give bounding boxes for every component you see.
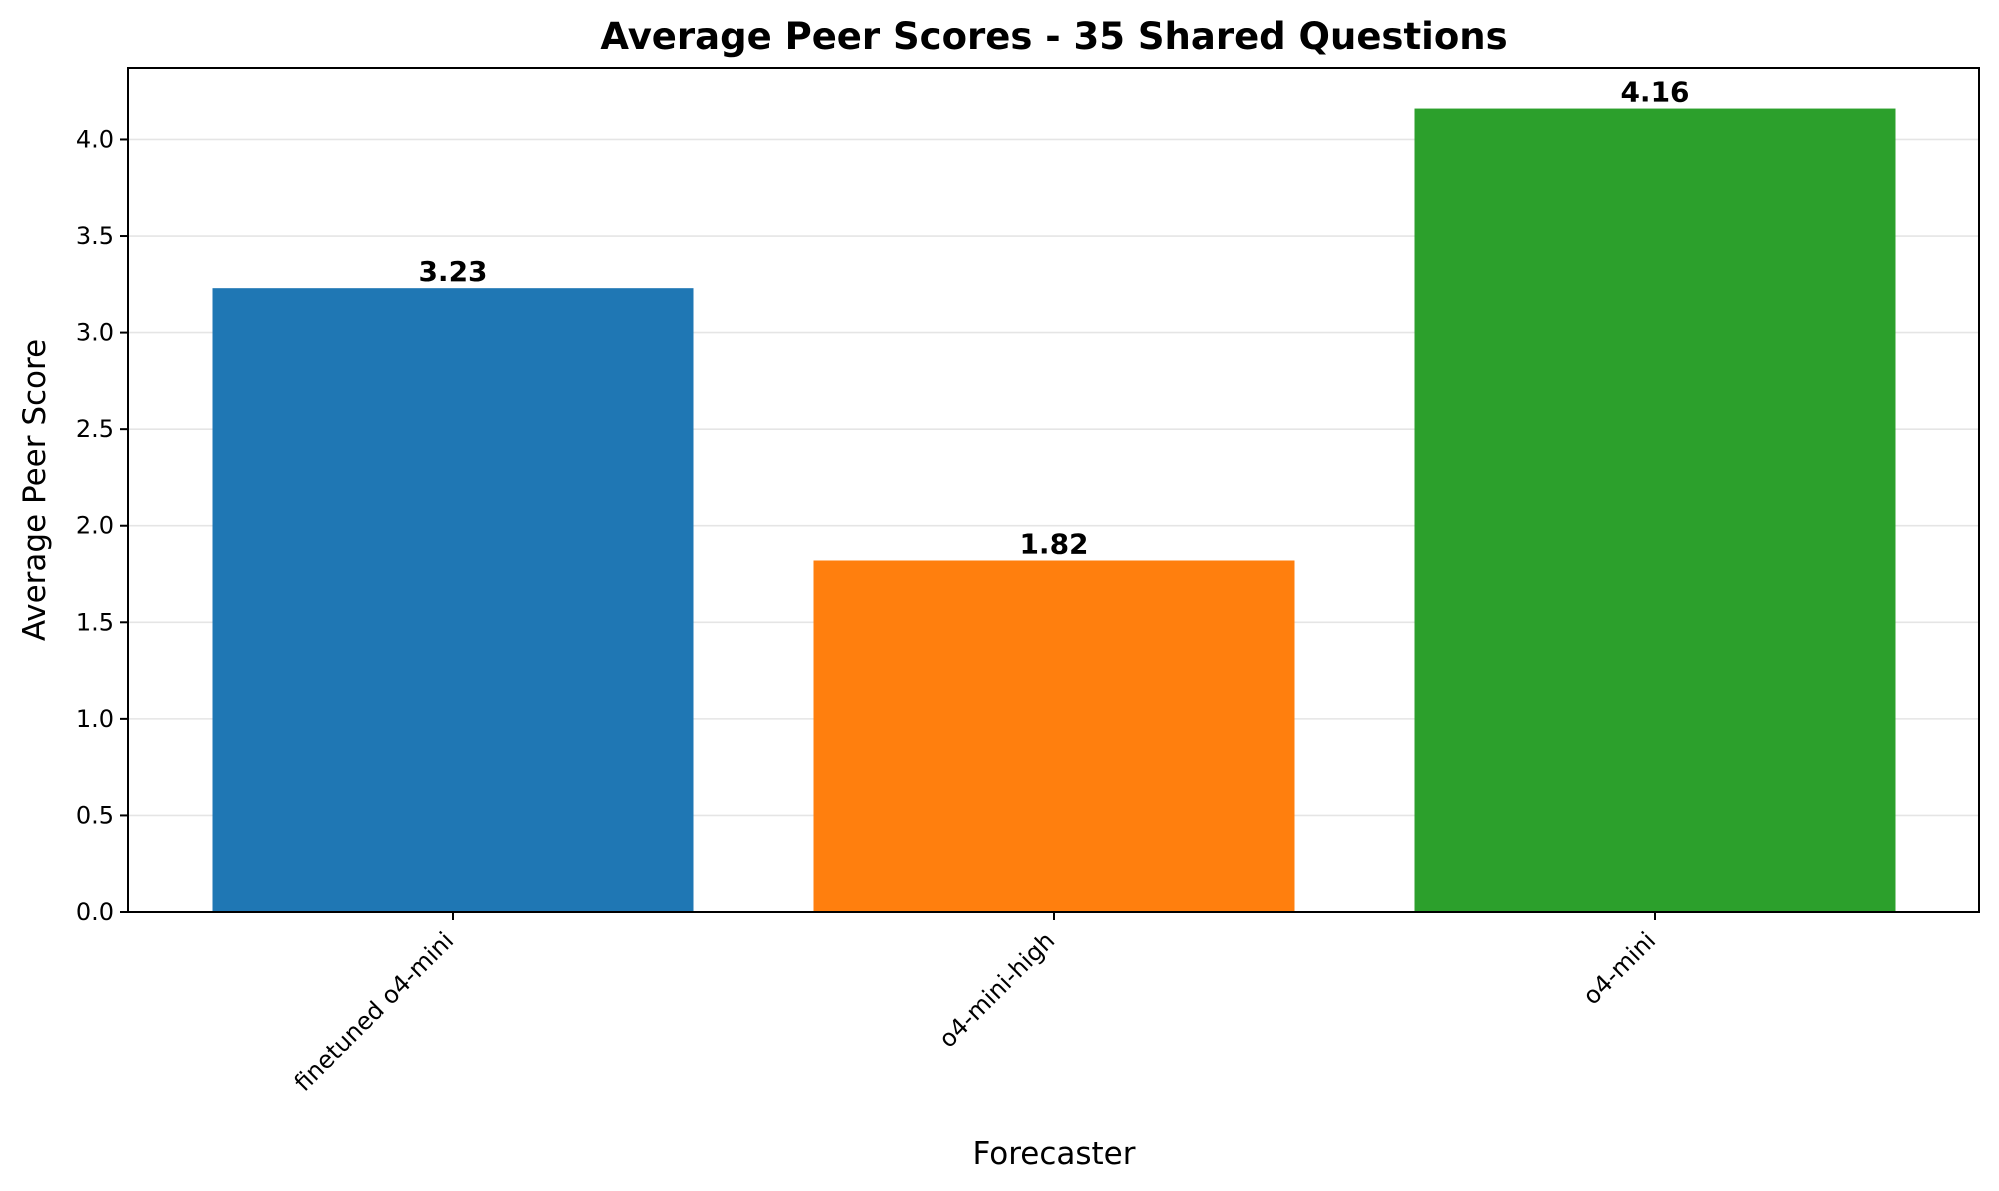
y-tick-label: 2.0 bbox=[76, 512, 114, 540]
y-tick-label: 1.5 bbox=[76, 608, 114, 636]
x-axis-label: Forecaster bbox=[973, 1136, 1136, 1172]
y-tick-label: 0.0 bbox=[76, 898, 114, 926]
bar-1 bbox=[212, 288, 694, 912]
y-tick-label: 3.5 bbox=[76, 222, 114, 250]
bar-value-label: 1.82 bbox=[1019, 527, 1088, 560]
y-tick-label: 4.0 bbox=[76, 125, 114, 153]
x-axis-ticks: finetuned o4-mini o4-mini-high o4-mini bbox=[289, 912, 1661, 1097]
y-tick-label: 0.5 bbox=[76, 801, 114, 829]
y-axis-label: Average Peer Score bbox=[17, 339, 53, 641]
bar-value-labels: 3.23 1.82 4.16 bbox=[418, 76, 1689, 561]
x-tick-label: o4-mini bbox=[1577, 926, 1661, 1010]
x-tick-label: o4-mini-high bbox=[933, 926, 1060, 1053]
chart-title: Average Peer Scores - 35 Shared Question… bbox=[600, 15, 1507, 58]
x-tick-label: finetuned o4-mini bbox=[289, 926, 459, 1096]
bar-value-label: 4.16 bbox=[1620, 76, 1689, 109]
y-tick-label: 1.0 bbox=[76, 705, 114, 733]
y-tick-label: 2.5 bbox=[76, 415, 114, 443]
bar-value-label: 3.23 bbox=[418, 255, 487, 288]
y-tick-label: 3.0 bbox=[76, 319, 114, 347]
bars bbox=[212, 108, 1896, 912]
y-axis-ticks: 0.0 0.5 1.0 1.5 2.0 2.5 3.0 3.5 4.0 bbox=[76, 125, 128, 926]
bar-3 bbox=[1414, 108, 1896, 912]
bar-2 bbox=[813, 560, 1295, 912]
